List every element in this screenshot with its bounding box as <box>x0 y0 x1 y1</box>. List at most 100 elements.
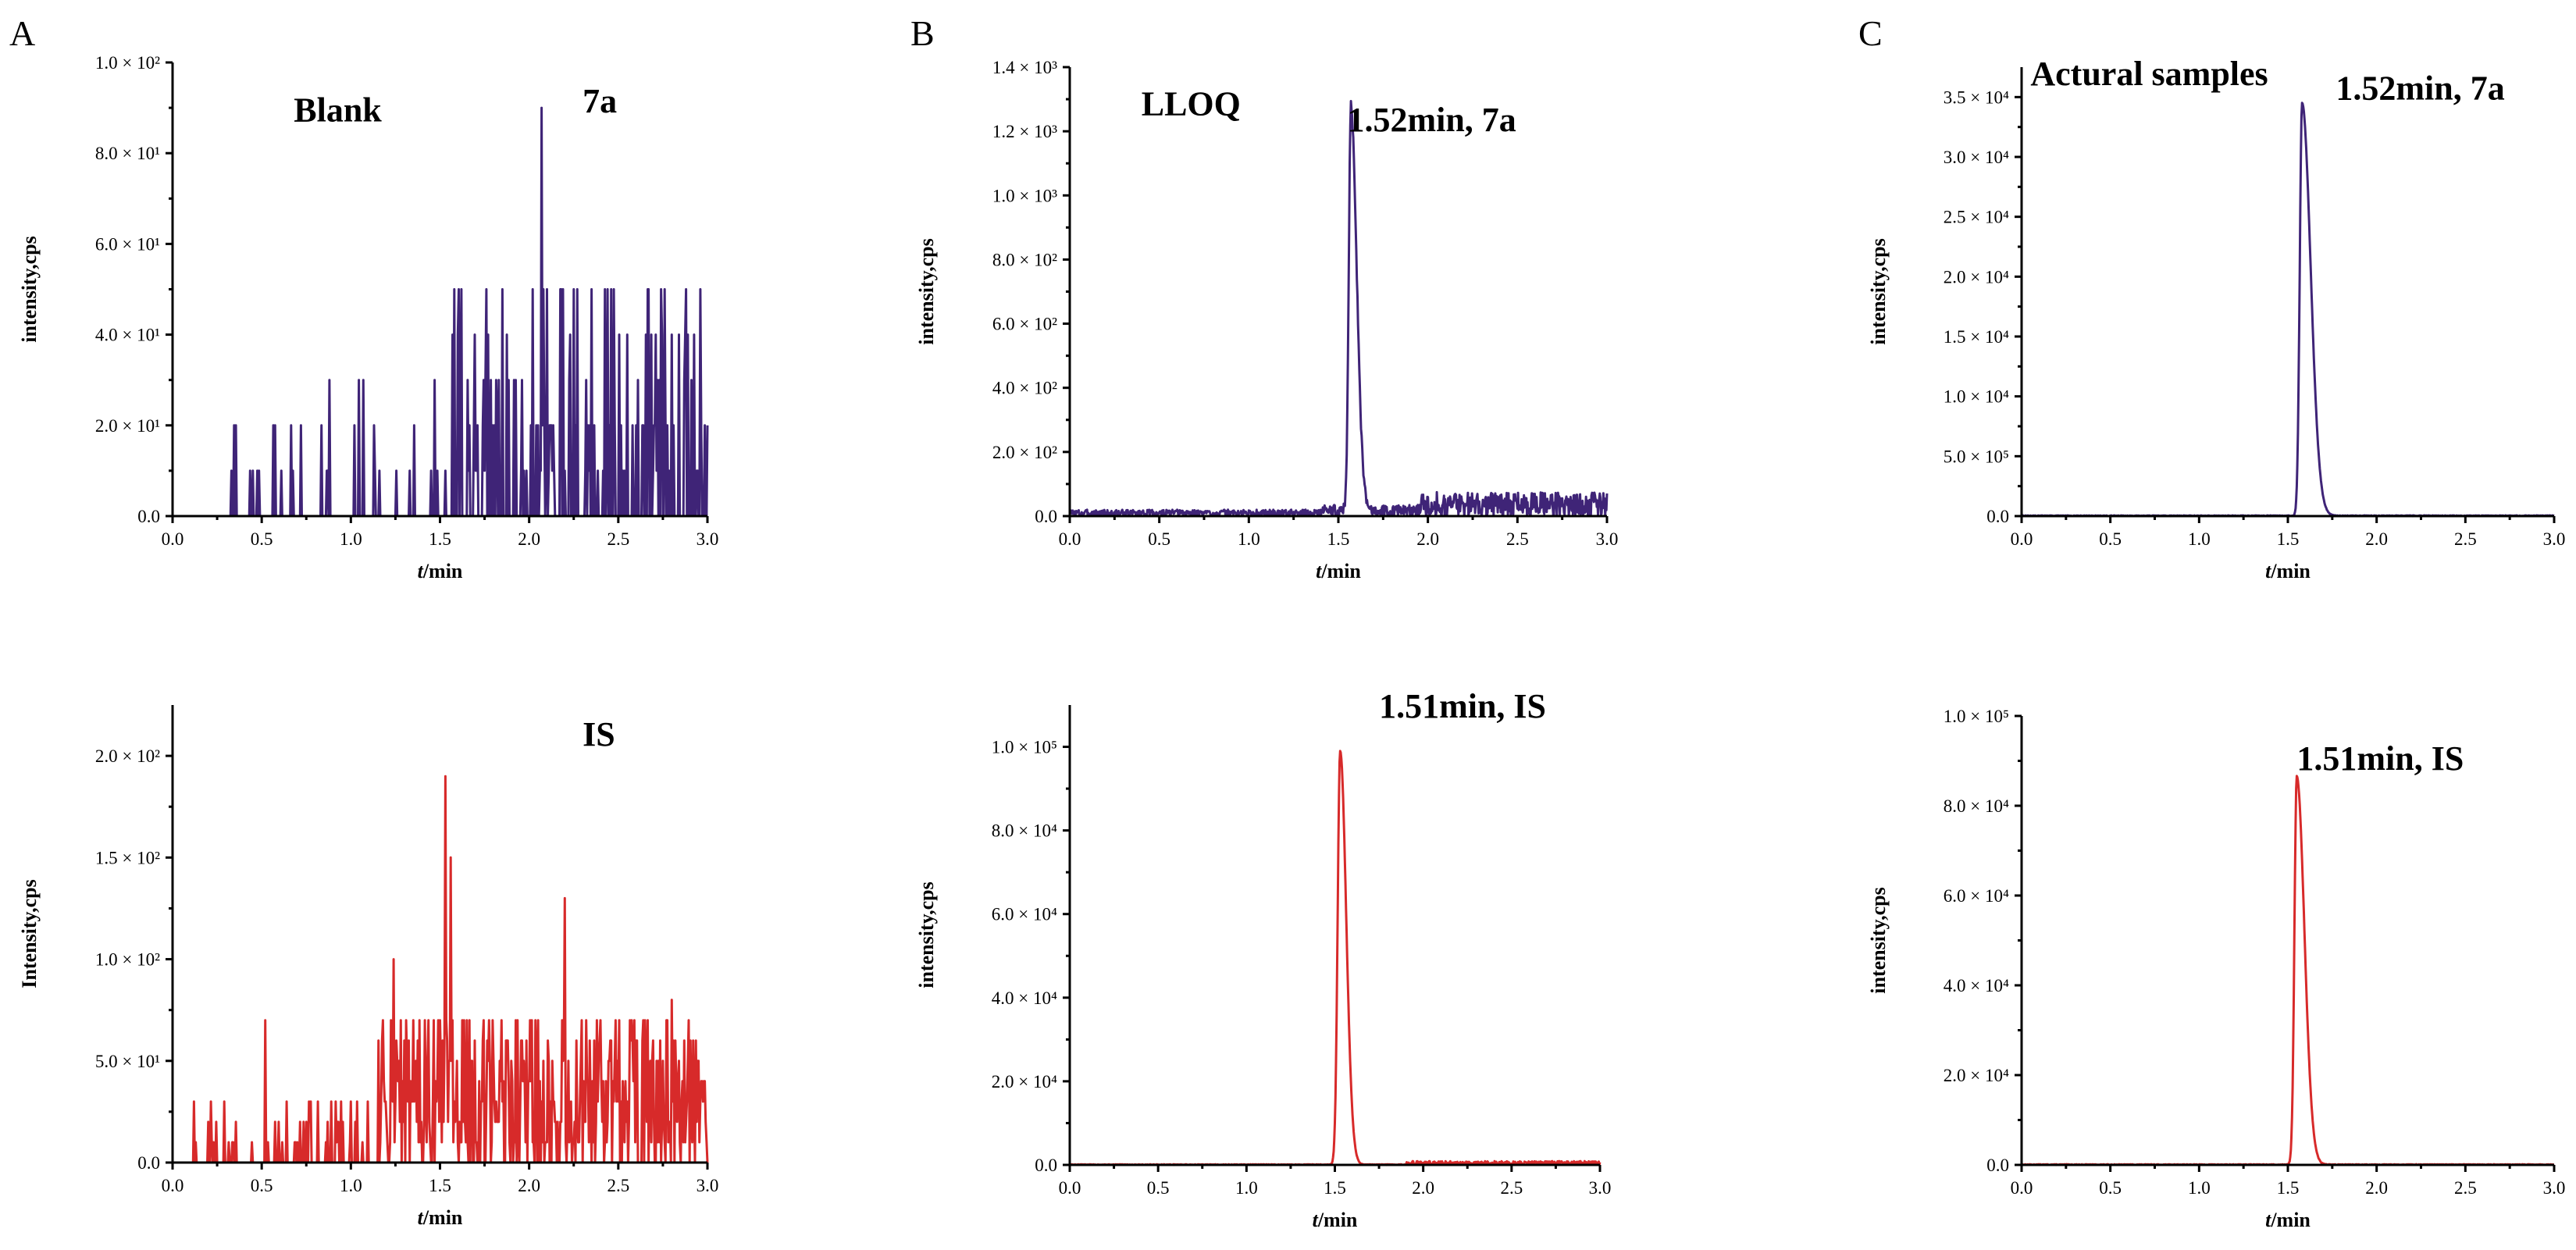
x-tick-label-B-bottom: 3.0 <box>1589 1178 1612 1198</box>
x-tick-label-B-top: 2.5 <box>1506 529 1529 549</box>
y-tick-label-B-bottom: 6.0 × 10⁴ <box>992 905 1057 924</box>
annotation-A-top: 7a <box>583 82 617 120</box>
x-axis-title-italic-A-bottom: t <box>418 1206 424 1229</box>
x-axis-title-italic-C-bottom: t <box>2265 1209 2271 1231</box>
x-axis-title-italic-B-top: t <box>1316 560 1322 582</box>
x-tick-label-A-bottom: 3.0 <box>697 1176 719 1195</box>
x-tick-label-C-top: 0.5 <box>2099 529 2122 549</box>
y-tick-label-B-top: 4.0 × 10² <box>992 379 1057 398</box>
x-tick-label-A-top: 1.0 <box>340 529 362 549</box>
x-tick-label-B-top: 0.0 <box>1059 529 1081 549</box>
y-tick-label-C-bottom: 0.0 <box>1986 1156 2009 1175</box>
x-tick-label-A-bottom: 1.5 <box>429 1176 451 1195</box>
x-tick-label-B-top: 3.0 <box>1596 529 1619 549</box>
y-tick-label-B-bottom: 8.0 × 10⁴ <box>992 821 1057 841</box>
y-tick-label-B-bottom: 0.0 <box>1035 1156 1057 1175</box>
y-tick-label-C-bottom: 8.0 × 10⁴ <box>1944 796 2009 816</box>
x-tick-label-C-bottom: 2.5 <box>2454 1178 2477 1198</box>
annotation-B-top: LLOQ <box>1142 85 1241 123</box>
x-axis-title-unit-A-top: /min <box>422 560 463 582</box>
x-tick-label-C-top: 0.0 <box>2011 529 2033 549</box>
annotation-A-top: Blank <box>294 91 382 130</box>
y-tick-label-B-top: 1.4 × 10³ <box>992 58 1057 77</box>
x-tick-label-B-bottom: 2.0 <box>1412 1178 1434 1198</box>
y-tick-label-A-bottom: 5.0 × 10¹ <box>95 1052 160 1071</box>
x-axis-title-unit-C-bottom: /min <box>2270 1209 2311 1231</box>
y-axis-title-C-bottom: intensity,cps <box>1867 887 1890 994</box>
x-tick-label-A-top: 2.0 <box>518 529 540 549</box>
y-tick-label-A-top: 6.0 × 10¹ <box>95 234 160 254</box>
x-axis-title-unit-B-top: /min <box>1320 560 1361 582</box>
y-tick-label-B-top: 0.0 <box>1035 507 1057 526</box>
annotation-C-bottom: 1.51min, IS <box>2296 739 2464 778</box>
x-axis-title-unit-C-top: /min <box>2270 560 2311 582</box>
chart-C-top: 0.0 0.5 1.0 1.5 2.0 2.5 3.0 0.0 5.0 × 10⁵ 1.0 × 1… <box>1867 55 2565 582</box>
chart-B-top: 0.0 0.5 1.0 1.5 2.0 2.5 3.0 0.0 2.0 × 10² 4.0 × 1… <box>915 58 1618 582</box>
x-tick-label-B-bottom: 2.5 <box>1500 1178 1523 1198</box>
x-tick-label-B-bottom: 0.5 <box>1147 1178 1170 1198</box>
series-line-B-bottom <box>1069 750 1602 1166</box>
y-tick-label-A-bottom: 0.0 <box>137 1153 160 1173</box>
x-axis-title-italic-A-top: t <box>418 560 424 582</box>
x-tick-label-B-top: 1.5 <box>1327 529 1350 549</box>
y-tick-label-A-top: 1.0 × 10² <box>95 53 160 73</box>
x-tick-label-C-bottom: 1.5 <box>2277 1178 2300 1198</box>
x-tick-label-A-bottom: 1.0 <box>340 1176 362 1195</box>
x-tick-label-A-top: 0.5 <box>251 529 273 549</box>
x-tick-label-C-bottom: 0.0 <box>2011 1178 2033 1198</box>
annotation-B-top: 1.52min, 7a <box>1347 101 1516 139</box>
x-tick-label-A-top: 1.5 <box>429 529 451 549</box>
y-axis-title-C-top: intensity,cps <box>1867 238 1890 345</box>
y-tick-label-B-top: 6.0 × 10² <box>992 315 1057 334</box>
y-axis-title-B-top: intensity,cps <box>915 238 938 345</box>
x-tick-label-B-bottom: 1.0 <box>1235 1178 1258 1198</box>
y-tick-label-C-top: 2.5 × 10⁴ <box>1944 208 2009 227</box>
panel-letter-a: A <box>9 13 35 53</box>
chart-A-bottom: 0.0 0.5 1.0 1.5 2.0 2.5 3.0 0.0 5.0 × 10¹ 1.0 × 1… <box>18 705 718 1229</box>
annotation-C-top: Actural samples <box>2030 55 2268 93</box>
y-tick-label-B-top: 2.0 × 10² <box>992 443 1057 462</box>
x-axis-title-B-top: t/min <box>1316 560 1361 582</box>
x-tick-label-B-bottom: 0.0 <box>1059 1178 1081 1198</box>
series-line-C-bottom <box>2021 775 2555 1166</box>
x-axis-title-A-bottom: t/min <box>418 1206 463 1229</box>
y-tick-label-A-top: 4.0 × 10¹ <box>95 326 160 345</box>
series-line-A-top <box>172 106 709 518</box>
x-tick-label-A-bottom: 0.0 <box>162 1176 184 1195</box>
y-tick-label-C-top: 5.0 × 10⁵ <box>1944 447 2009 466</box>
y-tick-label-B-bottom: 1.0 × 10⁵ <box>992 738 1057 757</box>
x-axis-title-A-top: t/min <box>418 560 463 582</box>
y-tick-label-A-top: 2.0 × 10¹ <box>95 416 160 436</box>
x-tick-label-C-top: 2.5 <box>2454 529 2477 549</box>
x-tick-label-A-bottom: 2.5 <box>607 1176 629 1195</box>
chart-B-bottom: 0.0 0.5 1.0 1.5 2.0 2.5 3.0 0.0 2.0 × 10⁴ 4.0 × 1… <box>915 687 1611 1231</box>
x-axis-title-C-bottom: t/min <box>2265 1209 2311 1231</box>
x-axis-title-C-top: t/min <box>2265 560 2311 582</box>
x-tick-label-C-bottom: 3.0 <box>2543 1178 2566 1198</box>
x-tick-label-A-top: 0.0 <box>162 529 184 549</box>
y-tick-label-B-bottom: 2.0 × 10⁴ <box>992 1072 1057 1092</box>
y-tick-label-C-bottom: 2.0 × 10⁴ <box>1944 1066 2009 1085</box>
x-axis-title-italic-B-bottom: t <box>1313 1209 1319 1231</box>
x-axis-title-italic-C-top: t <box>2265 560 2271 582</box>
chart-C-bottom: 0.0 0.5 1.0 1.5 2.0 2.5 3.0 0.0 2.0 × 10⁴ 4.0 × 1… <box>1867 707 2565 1231</box>
y-tick-label-B-top: 1.2 × 10³ <box>992 122 1057 141</box>
y-tick-label-B-top: 8.0 × 10² <box>992 250 1057 269</box>
x-tick-label-C-bottom: 2.0 <box>2365 1178 2388 1198</box>
y-axis-title-A-bottom: Intensity,cps <box>18 879 41 988</box>
x-tick-label-C-top: 1.5 <box>2277 529 2300 549</box>
annotation-B-bottom: 1.51min, IS <box>1379 687 1546 725</box>
x-tick-label-B-top: 2.0 <box>1416 529 1439 549</box>
annotation-C-top: 1.52min, 7a <box>2336 69 2504 107</box>
x-tick-label-A-top: 2.5 <box>607 529 629 549</box>
y-tick-label-A-top: 0.0 <box>137 507 160 526</box>
x-tick-label-C-bottom: 1.0 <box>2188 1178 2211 1198</box>
x-tick-label-B-top: 0.5 <box>1148 529 1170 549</box>
y-tick-label-A-bottom: 2.0 × 10² <box>95 746 160 766</box>
series-line-A-bottom <box>172 775 709 1164</box>
y-tick-label-A-top: 8.0 × 10¹ <box>95 144 160 163</box>
y-tick-label-C-top: 3.5 × 10⁴ <box>1944 87 2009 107</box>
x-axis-title-unit-A-bottom: /min <box>422 1206 463 1229</box>
series-line-C-top <box>2021 101 2555 518</box>
